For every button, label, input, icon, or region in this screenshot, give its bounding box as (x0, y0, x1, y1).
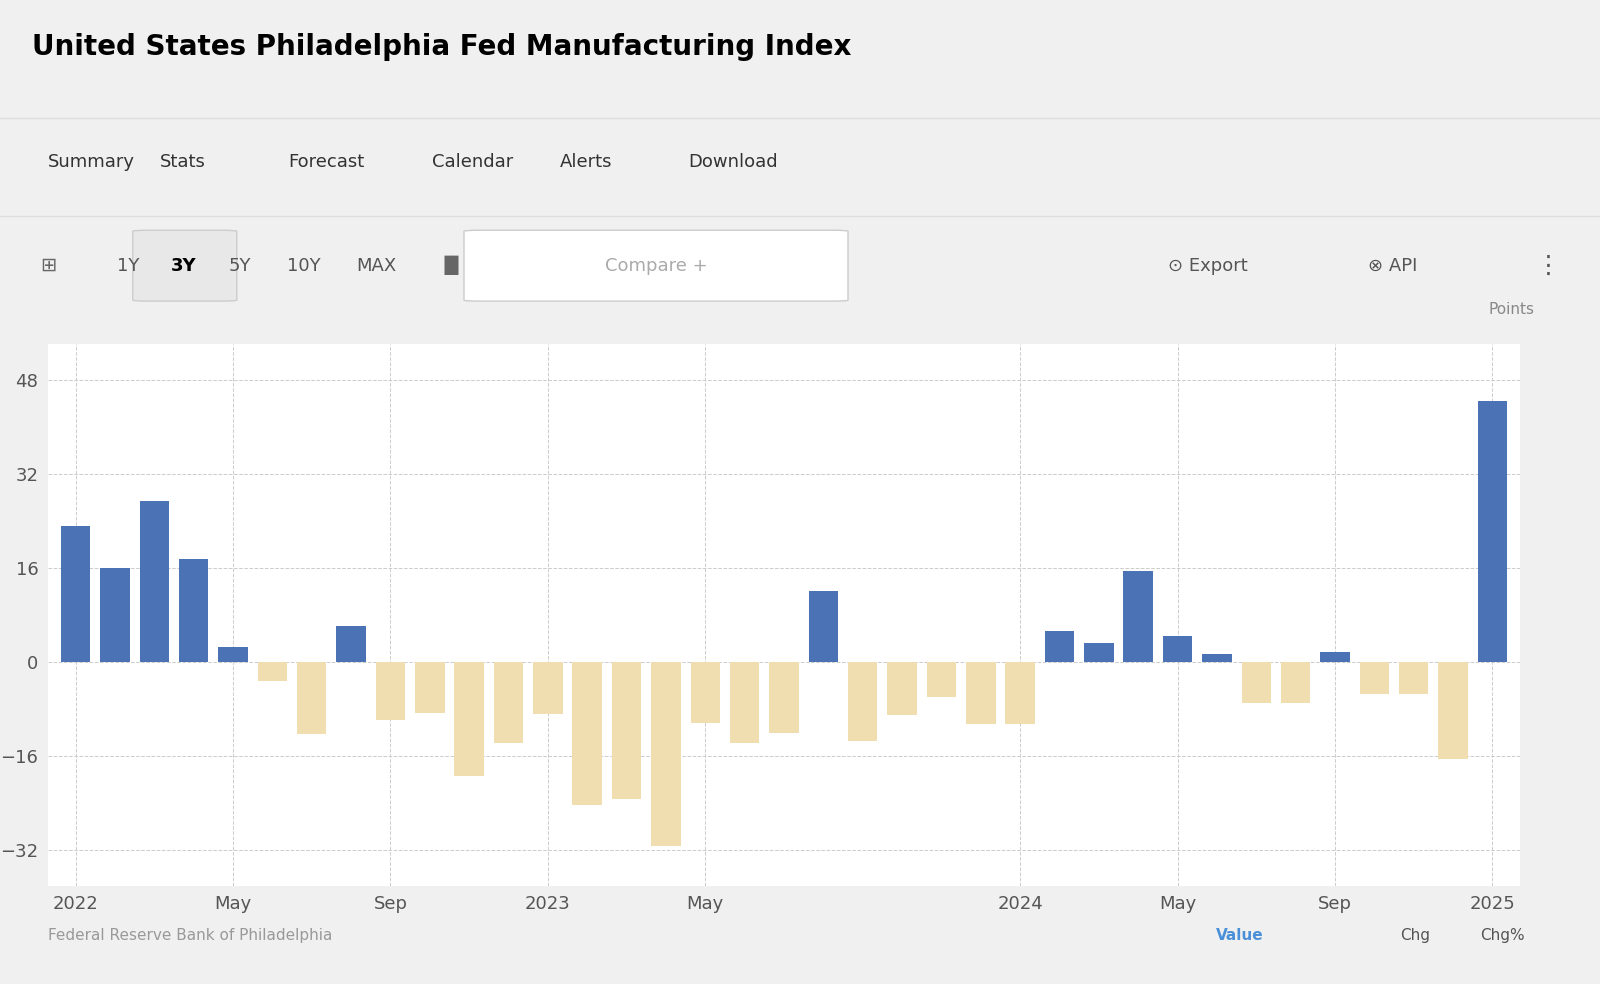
FancyBboxPatch shape (464, 230, 848, 301)
Bar (139, 501, 170, 662)
Bar (1005, 662, 1035, 724)
Text: MAX: MAX (355, 257, 397, 275)
Text: ⊙ Export: ⊙ Export (1168, 257, 1248, 275)
Bar (888, 662, 917, 715)
Bar (691, 662, 720, 723)
Text: Chg%: Chg% (1480, 928, 1525, 943)
Bar (414, 662, 445, 713)
Bar (1085, 644, 1114, 662)
Bar (61, 525, 90, 662)
Text: ⊞: ⊞ (40, 256, 56, 276)
Text: Alerts: Alerts (560, 154, 613, 171)
Bar (298, 662, 326, 734)
Bar (730, 662, 760, 743)
Bar (966, 662, 995, 724)
Bar (770, 662, 798, 733)
Bar (1163, 636, 1192, 662)
Bar (1282, 662, 1310, 704)
Bar (573, 662, 602, 805)
Text: Points: Points (1488, 302, 1534, 317)
Bar (611, 662, 642, 799)
Text: Calendar: Calendar (432, 154, 514, 171)
Text: Compare +: Compare + (605, 257, 707, 275)
Bar (808, 591, 838, 662)
Bar (651, 662, 680, 846)
Text: 10Y: 10Y (286, 257, 322, 275)
Text: 3Y: 3Y (171, 257, 197, 275)
Text: Chg: Chg (1400, 928, 1430, 943)
Bar (454, 662, 483, 776)
Bar (1478, 401, 1507, 662)
Bar (336, 626, 366, 662)
Bar (218, 646, 248, 662)
Text: 5Y: 5Y (229, 257, 251, 275)
Text: ⊗ API: ⊗ API (1368, 257, 1418, 275)
Text: Download: Download (688, 154, 778, 171)
Bar (376, 662, 405, 720)
Bar (848, 662, 877, 742)
Text: Stats: Stats (160, 154, 206, 171)
Bar (1398, 662, 1429, 695)
Bar (258, 662, 286, 682)
Bar (101, 568, 130, 662)
Bar (926, 662, 957, 697)
Text: 1Y: 1Y (117, 257, 139, 275)
FancyBboxPatch shape (133, 230, 237, 301)
Text: Summary: Summary (48, 154, 134, 171)
Bar (179, 559, 208, 662)
Text: Federal Reserve Bank of Philadelphia: Federal Reserve Bank of Philadelphia (48, 928, 333, 943)
Bar (1123, 571, 1154, 662)
Bar (494, 662, 523, 743)
Text: Value: Value (1216, 928, 1264, 943)
Bar (1202, 654, 1232, 662)
Text: Forecast: Forecast (288, 154, 365, 171)
Bar (1360, 662, 1389, 695)
Text: ⋮: ⋮ (1536, 254, 1562, 277)
Bar (1438, 662, 1467, 759)
Bar (1242, 662, 1270, 704)
Bar (1320, 652, 1350, 662)
Text: United States Philadelphia Fed Manufacturing Index: United States Philadelphia Fed Manufactu… (32, 33, 851, 61)
Bar (533, 662, 563, 714)
Text: ▐▌: ▐▌ (437, 256, 467, 276)
Bar (1045, 632, 1074, 662)
